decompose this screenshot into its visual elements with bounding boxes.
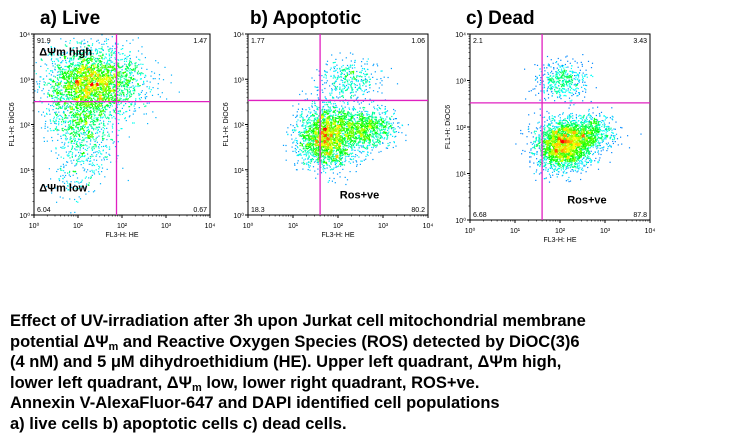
density-scatter (282, 52, 409, 186)
panel-apoptotic: 10⁰ 10⁰ 10¹ 10¹ 10² 10² 10³ 10³ 10⁴ 10⁴ FL3-H: HE F… (223, 32, 433, 239)
quadrant-percent-lower-right: 87.8 (633, 212, 647, 219)
y-tick-label: 10⁴ (19, 32, 30, 39)
x-tick-label: 10³ (378, 223, 389, 230)
density-scatter (515, 54, 642, 183)
x-tick-label: 10⁴ (423, 223, 434, 230)
quadrant-percent-upper-right: 1.06 (411, 38, 425, 45)
panel-title-apoptotic: b) Apoptotic (250, 8, 362, 29)
y-tick-label: 10² (456, 125, 467, 132)
y-tick-label: 10³ (234, 77, 245, 84)
y-tick-label: 10¹ (456, 172, 467, 179)
caption-line-5: Annexin V-AlexaFluor-647 and DAPI identi… (10, 394, 500, 412)
y-axis-label: FL1-H: DiOC6 (9, 102, 16, 146)
y-tick-label: 10² (234, 123, 245, 130)
y-axis-label: FL1-H: DiOC6 (223, 102, 230, 146)
caption-line-2: potential ΔΨm and Reactive Oxygen Specie… (10, 332, 580, 353)
panel-title-dead: c) Dead (466, 8, 535, 29)
x-tick-label: 10⁰ (465, 227, 476, 235)
caption-line-6: a) live cells b) apoptotic cells c) dead… (10, 414, 347, 433)
x-tick-label: 10⁰ (243, 222, 254, 230)
y-tick-label: 10² (20, 123, 31, 130)
panel-live: 10⁰ 10⁰ 10¹ 10¹ 10² 10² 10³ 10³ 10⁴ 10⁴ FL3-H: HE F… (9, 32, 215, 239)
y-tick-label: 10¹ (20, 168, 31, 175)
y-tick-label: 10³ (456, 79, 467, 86)
quadrant-percent-upper-left: 91.9 (37, 38, 51, 45)
x-tick-label: 10⁴ (645, 228, 656, 235)
x-tick-label: 10² (333, 223, 344, 230)
x-tick-label: 10⁴ (205, 223, 216, 230)
y-tick-label: 10⁰ (233, 212, 244, 220)
panel-dead: 10⁰ 10⁰ 10¹ 10¹ 10² 10² 10³ 10³ 10⁴ 10⁴ FL3-H: HE F… (445, 32, 655, 244)
y-axis-label: FL1-H: DiOC6 (445, 105, 452, 149)
quadrant-percent-upper-right: 1.47 (193, 38, 207, 45)
quadrant-percent-lower-left: 6.68 (473, 212, 487, 219)
x-axis-label: FL3-H: HE (543, 237, 576, 244)
x-tick-label: 10⁰ (29, 222, 40, 230)
caption-line-4: lower left quadrant, ΔΨm low, lower righ… (10, 373, 480, 394)
plot-annotation: Ros+ve (567, 194, 606, 206)
quadrant-percent-lower-left: 6.04 (37, 207, 51, 214)
quadrant-percent-lower-right: 0.67 (193, 207, 207, 214)
figure-caption: Effect of UV-irradiation after 3h upon J… (10, 311, 730, 434)
y-tick-label: 10⁰ (455, 217, 466, 225)
x-tick-label: 10² (555, 228, 566, 235)
quadrant-percent-upper-left: 1.77 (251, 38, 265, 45)
quadrant-percent-lower-right: 80.2 (411, 207, 425, 214)
y-tick-label: 10¹ (234, 168, 245, 175)
caption-line-3: (4 nM) and 5 μM dihydroethidium (HE). Up… (10, 353, 562, 371)
quadrant-percent-lower-left: 18.3 (251, 207, 265, 214)
y-tick-label: 10⁰ (19, 212, 30, 220)
quadrant-percent-upper-right: 3.43 (633, 38, 647, 45)
panel-title-live: a) Live (40, 8, 101, 29)
y-tick-label: 10⁴ (455, 32, 466, 39)
x-axis-label: FL3-H: HE (105, 232, 138, 239)
caption-line-1: Effect of UV-irradiation after 3h upon J… (10, 312, 586, 330)
x-tick-label: 10¹ (73, 223, 84, 230)
x-tick-label: 10³ (600, 228, 611, 235)
x-axis-label: FL3-H: HE (321, 232, 354, 239)
plot-annotation: Ros+ve (340, 190, 379, 202)
x-tick-label: 10² (117, 223, 128, 230)
x-tick-label: 10¹ (510, 228, 521, 235)
plot-annotation: ΔΨm low (39, 182, 87, 194)
plot-annotation: ΔΨm high (39, 47, 92, 59)
x-tick-label: 10¹ (288, 223, 299, 230)
flow-cytometry-plots: 10⁰ 10⁰ 10¹ 10¹ 10² 10² 10³ 10³ 10⁴ 10⁴ FL3-H: HE F… (9, 32, 655, 244)
x-tick-label: 10³ (161, 223, 172, 230)
y-tick-label: 10³ (20, 77, 31, 84)
y-tick-label: 10⁴ (233, 32, 244, 39)
quadrant-percent-upper-left: 2.1 (473, 38, 483, 45)
